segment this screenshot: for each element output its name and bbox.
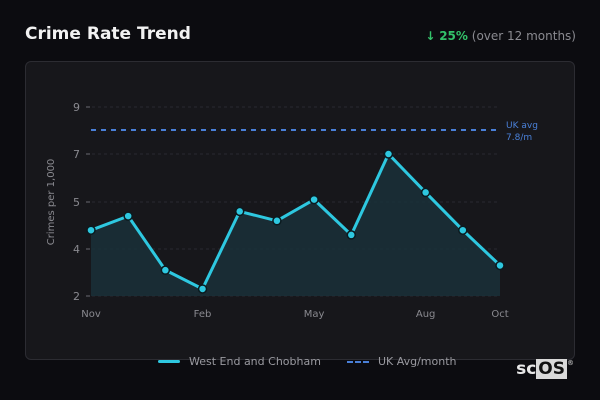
legend-item-west-end[interactable]: West End and Chobham bbox=[158, 355, 321, 368]
legend-item-uk-avg[interactable]: UK Avg/month bbox=[346, 355, 457, 368]
down-arrow-icon: ↓ bbox=[425, 29, 436, 43]
legend-label: West End and Chobham bbox=[189, 355, 321, 368]
y-tick-label: 7 bbox=[73, 148, 80, 161]
trend-change: ↓ 25% (over 12 months) bbox=[425, 29, 576, 43]
chart-title: Crime Rate Trend bbox=[25, 24, 191, 44]
data-point[interactable] bbox=[346, 230, 357, 240]
data-point[interactable] bbox=[197, 284, 208, 294]
x-tick-label: May bbox=[304, 309, 325, 320]
data-point[interactable] bbox=[160, 265, 171, 275]
logo-boxed: OS bbox=[536, 359, 567, 379]
series-area bbox=[91, 154, 500, 296]
series-line bbox=[90, 152, 502, 291]
solid-line-swatch-icon bbox=[158, 360, 180, 363]
data-point[interactable] bbox=[309, 194, 319, 205]
uk-avg-annotation-line1: UK avg bbox=[506, 121, 538, 131]
data-point[interactable] bbox=[458, 225, 468, 235]
data-point[interactable] bbox=[272, 216, 282, 226]
data-point[interactable] bbox=[86, 225, 96, 235]
data-point[interactable] bbox=[234, 206, 245, 217]
change-value: 25% bbox=[439, 29, 468, 43]
x-tick-label: Nov bbox=[81, 309, 101, 320]
data-point[interactable] bbox=[420, 187, 431, 198]
y-axis-label: Crimes per 1,000 bbox=[46, 159, 57, 246]
dashed-line-swatch-icon bbox=[346, 360, 369, 363]
y-tick-label: 4 bbox=[73, 243, 80, 256]
legend: West End and Chobham UK Avg/month bbox=[158, 355, 482, 368]
change-note: (over 12 months) bbox=[471, 29, 576, 43]
legend-label: UK Avg/month bbox=[377, 355, 457, 368]
data-point[interactable] bbox=[495, 260, 505, 271]
y-tick-label: 9 bbox=[73, 101, 80, 114]
logo-prefix: sc bbox=[516, 359, 537, 379]
data-point[interactable] bbox=[123, 211, 133, 221]
data-point[interactable] bbox=[383, 149, 394, 159]
uk-avg-annotation-line2: 7.8/m bbox=[506, 133, 532, 143]
x-tick-label: Feb bbox=[194, 309, 212, 320]
x-axis-ticks: Nov Feb May Aug Oct bbox=[81, 309, 508, 320]
y-tick-label: 2 bbox=[73, 290, 80, 303]
registered-mark: ® bbox=[567, 359, 574, 367]
x-tick-label: Oct bbox=[491, 309, 508, 320]
x-tick-label: Aug bbox=[416, 309, 436, 320]
data-points bbox=[86, 149, 505, 294]
y-axis-ticks: 2 4 5 7 9 bbox=[73, 101, 90, 303]
y-tick-label: 5 bbox=[73, 196, 80, 209]
scos-logo: sc OS ® bbox=[516, 359, 574, 379]
